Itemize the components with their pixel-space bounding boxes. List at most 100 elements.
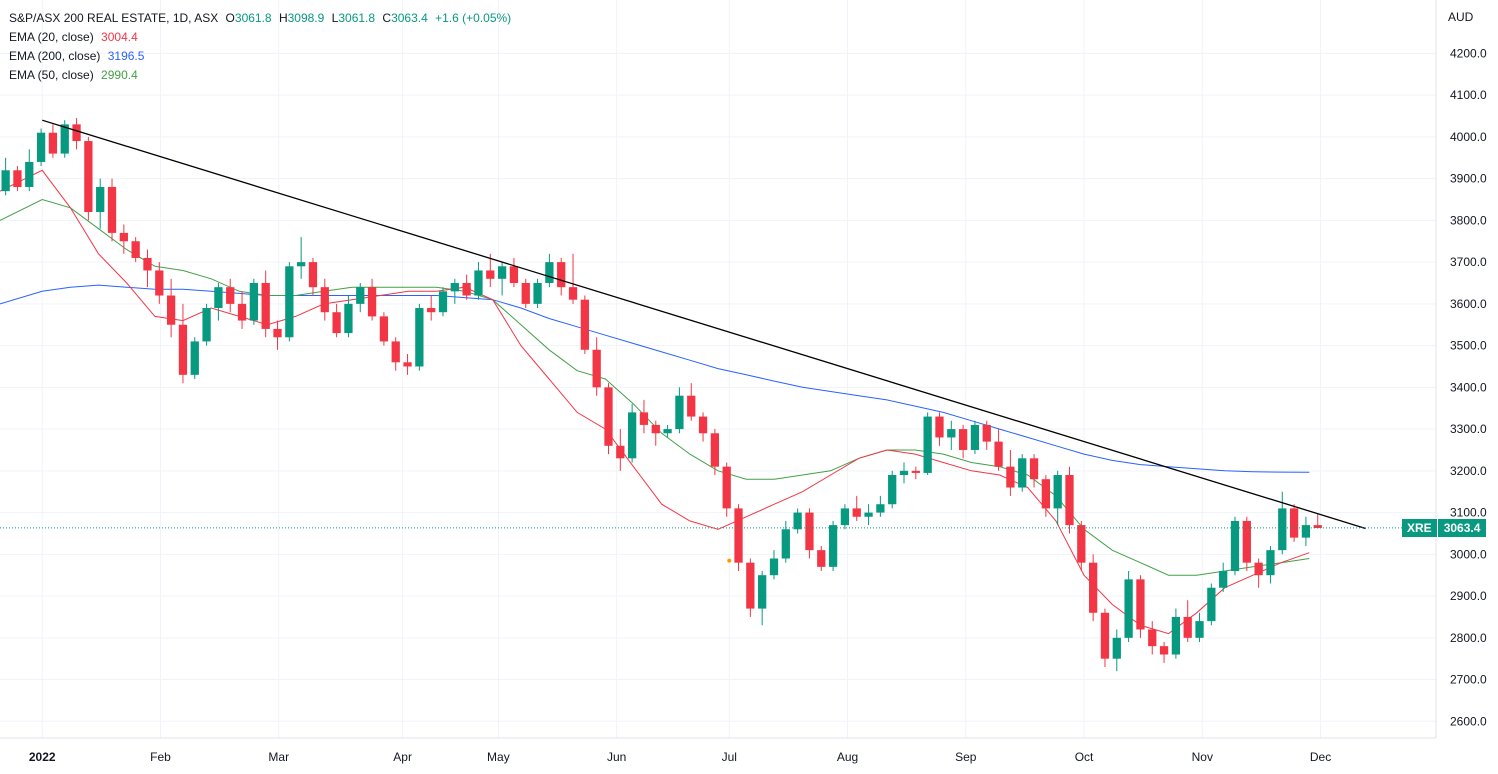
candle-body: [970, 424, 980, 450]
candle-body: [332, 312, 341, 334]
price-tick-label: 3200.0: [1450, 464, 1487, 478]
candle-body: [923, 416, 932, 473]
candle-body: [119, 232, 128, 242]
ema200-line: [0, 284, 1310, 473]
candle-body: [1313, 525, 1322, 529]
price-tick-label: 3500.0: [1450, 339, 1487, 353]
price-tick-label: 3400.0: [1450, 380, 1487, 394]
candle-body: [769, 558, 779, 576]
price-tick-label: 3000.0: [1450, 547, 1487, 561]
legend-symbol-row[interactable]: S&P/ASX 200 REAL ESTATE, 1D, ASX O3061.8…: [9, 9, 511, 28]
price-tick-label: 3100.0: [1450, 506, 1487, 520]
candle-body: [604, 387, 613, 446]
legend-change: +1.6 (+0.05%): [435, 11, 512, 25]
candle-body: [344, 303, 353, 334]
ema20-value: 3004.4: [101, 30, 138, 44]
candle-body: [13, 170, 22, 187]
event-marker: [727, 558, 732, 563]
candle-body: [72, 124, 81, 142]
candle-body: [497, 266, 507, 279]
candle-body: [297, 262, 306, 267]
ema20-line: [0, 169, 1310, 635]
legend-ema200-row[interactable]: EMA (200, close) 3196.5: [9, 47, 511, 66]
candle-body: [403, 362, 412, 367]
candle-body: [758, 575, 767, 609]
candle-body: [1230, 520, 1240, 572]
candle-body: [840, 508, 850, 526]
candle-body: [1195, 621, 1204, 638]
candle-body: [545, 262, 554, 283]
price-tick-label: 3600.0: [1450, 297, 1487, 311]
candle-body: [391, 341, 400, 363]
candle-body: [1077, 525, 1086, 563]
price-tick-label: 3700.0: [1450, 255, 1487, 269]
candle-body: [781, 529, 790, 559]
ema200-line-group: [0, 284, 1310, 473]
candle-body: [415, 308, 424, 367]
month-tick-label: May: [487, 750, 510, 764]
candle-body: [994, 441, 1003, 467]
candle-body: [663, 429, 672, 434]
candle-body: [793, 512, 802, 530]
candle-body: [96, 186, 105, 213]
candle-body: [155, 270, 164, 296]
legend-open: 3061.8: [234, 11, 272, 25]
price-axis[interactable]: 2600.0 2700.0 2800.0 2900.0 3000.0 3100.0 3200…: [1435, 0, 1487, 738]
ema20-label: EMA (20, close): [9, 30, 94, 44]
price-tick-label: 3800.0: [1450, 213, 1487, 227]
candle-body: [48, 132, 58, 154]
candle-body: [1183, 616, 1192, 638]
price-tick-label: 4200.0: [1450, 46, 1487, 60]
month-tick-label: Oct: [1075, 750, 1094, 764]
candle-body: [1219, 571, 1228, 588]
candle-body: [852, 508, 861, 517]
candle-body: [1006, 466, 1015, 488]
price-tag-value: 3063.4: [1437, 518, 1487, 537]
candle-body: [1041, 479, 1050, 509]
trendline-group[interactable]: [42, 119, 1366, 530]
legend-ema20-row[interactable]: EMA (20, close) 3004.4: [9, 28, 511, 47]
candle-body: [1171, 616, 1181, 655]
candle-body: [651, 424, 660, 434]
month-tick-label: Jun: [607, 750, 626, 764]
currency-label[interactable]: AUD: [1448, 10, 1474, 24]
candle-body: [1289, 508, 1299, 538]
ema20-line-group: [0, 169, 1310, 635]
candle-body: [568, 287, 578, 300]
candle-body: [36, 132, 46, 162]
candles-group: [1, 118, 1322, 672]
legend-low: 3061.8: [338, 11, 376, 25]
candle-body: [1124, 579, 1133, 638]
legend-high-label: H: [278, 11, 288, 25]
candle-body: [308, 262, 318, 288]
price-tick-label: 2900.0: [1450, 589, 1487, 603]
ema200-value: 3196.5: [107, 49, 145, 63]
candle-body: [1278, 508, 1287, 551]
candle-body: [533, 282, 542, 304]
candle-body: [509, 266, 519, 283]
price-tick-label: 2600.0: [1450, 714, 1487, 728]
legend-low-label: L: [331, 11, 339, 25]
ema50-value: 2990.4: [101, 68, 138, 82]
trendline: [42, 119, 1366, 530]
candle-body: [616, 445, 625, 459]
candle-body: [60, 124, 69, 154]
candle-body: [817, 550, 826, 567]
candle-body: [107, 186, 117, 233]
candle-body: [710, 433, 720, 467]
time-axis[interactable]: 2022 Feb Mar Apr May Jun Jul Aug Sep Oct Nov Dec: [0, 737, 1436, 764]
price-tick-label: 3300.0: [1450, 422, 1487, 436]
candle-body: [864, 512, 873, 517]
candle-body: [911, 470, 920, 473]
legend-open-label: O: [225, 11, 235, 25]
candle-body: [214, 287, 223, 309]
price-tag-symbol: XRE: [1402, 518, 1438, 537]
candle-body: [687, 395, 696, 417]
candle-body: [356, 287, 365, 304]
candle-body: [249, 282, 259, 321]
candle-body: [1159, 646, 1169, 655]
legend-ema50-row[interactable]: EMA (50, close) 2990.4: [9, 66, 511, 85]
candle-body: [379, 316, 389, 342]
ema50-label: EMA (50, close): [9, 68, 94, 82]
